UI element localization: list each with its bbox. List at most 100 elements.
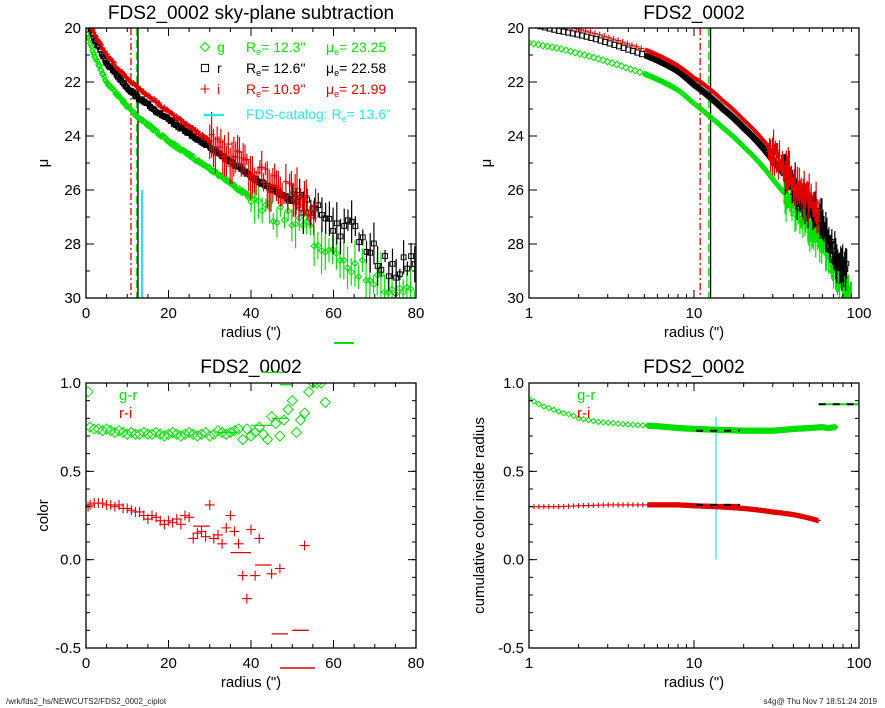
- data-point-g-r: [545, 404, 553, 412]
- legend-label-r-i: r-i: [577, 405, 590, 422]
- data-point-r-i: [551, 504, 557, 510]
- data-point-g: [276, 203, 285, 212]
- data-point-g: [395, 284, 404, 292]
- data-point-g-r: [270, 417, 282, 430]
- data-point-r: [363, 248, 370, 255]
- data-point-i: [156, 100, 162, 106]
- data-point-r-i: [229, 526, 240, 537]
- data-point-i: [816, 208, 822, 214]
- data-point-r-i: [266, 568, 277, 579]
- data-point-g: [306, 221, 315, 230]
- data-point-g-r: [831, 423, 839, 431]
- data-point-r: [86, 28, 93, 29]
- data-point-r: [382, 253, 388, 259]
- data-point-g-r: [560, 409, 567, 417]
- data-point-g: [111, 87, 119, 95]
- data-point-g-r: [294, 414, 307, 426]
- data-point-g: [538, 41, 547, 50]
- data-point-g-r: [166, 426, 179, 439]
- data-point-i: [282, 178, 289, 185]
- y-tick-label: 30: [507, 290, 524, 307]
- data-point-r: [356, 239, 362, 245]
- data-point-g-r: [158, 430, 171, 442]
- data-point-g: [608, 59, 617, 67]
- data-point-r: [615, 43, 623, 50]
- data-point-i: [134, 83, 140, 89]
- chart-title: FDS2_0002: [643, 357, 744, 378]
- data-point-g-r: [619, 420, 627, 428]
- y-tick-label: 20: [507, 20, 524, 37]
- data-point-r: [319, 211, 325, 218]
- y-tick-label: 0.0: [60, 552, 81, 569]
- data-point-g-r: [183, 426, 195, 439]
- data-point-g-r: [175, 430, 187, 442]
- data-point-g: [130, 108, 138, 116]
- data-point-r-i: [585, 502, 591, 509]
- chart-title: FDS2_0002 sky-plane subtraction: [108, 3, 394, 24]
- data-point-i: [87, 22, 92, 27]
- data-point-r-i: [635, 502, 641, 508]
- legend-symbol-g: [199, 41, 211, 53]
- data-point-i: [638, 45, 645, 52]
- legend-catalog-re: FDS-catalog: Re= 13.6": [246, 106, 391, 124]
- x-axis-label: radius ("): [664, 324, 724, 341]
- data-point-g-r: [100, 423, 113, 435]
- x-tick-label: 20: [160, 655, 177, 672]
- data-point-g: [562, 46, 570, 55]
- data-point-g: [100, 70, 107, 78]
- plot-area: [529, 395, 859, 560]
- legend-band-label: i: [217, 81, 220, 97]
- y-tick-label: 24: [507, 128, 524, 145]
- x-tick-label: 0: [82, 305, 90, 322]
- data-point-g-r: [565, 410, 572, 418]
- data-point-g: [552, 44, 561, 52]
- y-tick-label: 26: [64, 182, 81, 199]
- data-point-i: [601, 33, 608, 40]
- data-point-r-i: [595, 502, 601, 508]
- data-point-g: [340, 256, 348, 265]
- data-point-g: [87, 41, 95, 49]
- x-tick-label: 1: [525, 305, 533, 322]
- data-point-g-r: [530, 398, 538, 405]
- data-point-r-i: [561, 503, 567, 510]
- x-tick-label: 20: [160, 305, 177, 322]
- data-point-g-r: [241, 423, 253, 435]
- data-point-r: [300, 209, 307, 216]
- data-point-r: [408, 253, 414, 260]
- data-point-g: [254, 197, 263, 205]
- data-point-g-r: [88, 423, 100, 435]
- x-tick-label: 40: [243, 655, 260, 672]
- data-point-g-r: [86, 386, 94, 398]
- data-point-g-r: [303, 386, 315, 398]
- data-point-g-r: [179, 428, 191, 440]
- data-point-g-r: [550, 406, 558, 414]
- data-point-g: [86, 31, 91, 38]
- data-point-g-r: [232, 423, 245, 435]
- data-point-g-r: [274, 430, 286, 442]
- data-point-r: [348, 218, 355, 225]
- data-point-g-r: [580, 415, 587, 423]
- data-point-i: [100, 45, 106, 51]
- data-point-g-r: [138, 426, 150, 439]
- x-tick-label: 10: [686, 305, 703, 322]
- data-point-r-i: [274, 563, 285, 574]
- data-point-g-r: [245, 430, 257, 442]
- data-point-r: [330, 227, 336, 234]
- data-point-r: [367, 249, 374, 256]
- x-tick-label: 80: [408, 655, 425, 672]
- chart-color-linear: FDS2_0002 0 20 40 60 80 1.0 0.5 0.0 -0.5 radius ("…: [35, 357, 424, 691]
- y-tick-label: 22: [507, 74, 524, 91]
- x-tick-label: 1: [525, 655, 533, 672]
- data-point-g-r: [228, 424, 241, 437]
- data-point-r: [393, 274, 400, 281]
- data-point-g: [622, 63, 630, 72]
- data-point-i: [194, 128, 200, 134]
- data-point-r: [87, 21, 91, 25]
- data-point-g-r: [109, 426, 121, 439]
- data-point-g-r: [212, 424, 224, 437]
- data-point-r-i: [180, 510, 190, 521]
- data-point-i: [779, 159, 786, 165]
- data-point-g: [557, 45, 566, 53]
- data-point-g-r: [117, 426, 129, 439]
- y-tick-label: 28: [507, 236, 524, 253]
